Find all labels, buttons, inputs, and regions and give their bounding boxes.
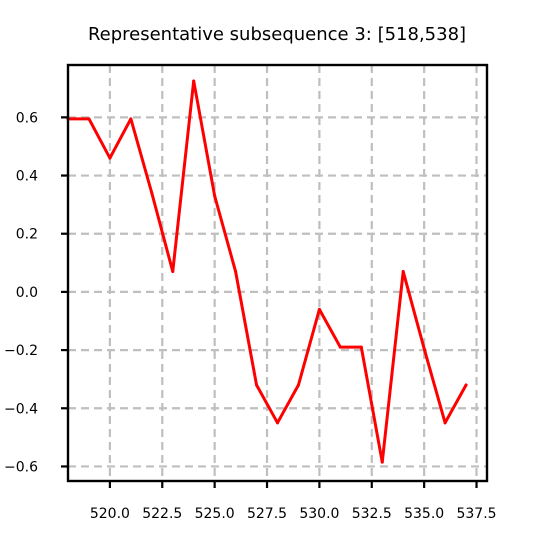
data-point xyxy=(443,421,447,425)
data-point xyxy=(422,347,426,351)
y-tick-label: 0.2 xyxy=(16,227,38,243)
x-tick-label: 532.5 xyxy=(352,506,392,522)
axes-frame xyxy=(66,63,489,483)
y-tick-label: −0.4 xyxy=(4,401,38,417)
y-tick-label: 0.0 xyxy=(16,285,38,301)
data-point xyxy=(87,117,91,121)
x-tick-label: 525.0 xyxy=(195,506,235,522)
data-point xyxy=(338,345,342,349)
x-axis: 520.0 522.5 525.0 527.5 530.0 532.5 535.0 537.5 xyxy=(90,481,497,522)
data-point xyxy=(317,307,321,311)
x-tick-label: 527.5 xyxy=(247,506,287,522)
data-point xyxy=(108,156,112,160)
data-point xyxy=(359,345,363,349)
data-point xyxy=(380,460,384,464)
y-tick-label: 0.4 xyxy=(16,169,38,185)
data-point xyxy=(171,270,175,274)
y-axis: −0.6 −0.4 −0.2 0.0 0.2 0.4 0.6 xyxy=(4,110,68,475)
data-point xyxy=(129,117,133,121)
x-tick-label: 530.0 xyxy=(299,506,339,522)
data-point xyxy=(296,383,300,387)
data-point xyxy=(234,270,238,274)
data-point xyxy=(276,421,279,425)
data-point xyxy=(255,383,259,387)
x-tick-label: 537.5 xyxy=(456,506,496,522)
grid-lines xyxy=(68,65,487,481)
x-tick-label: 522.5 xyxy=(142,506,182,522)
chart-title: Representative subsequence 3: [518,538] xyxy=(88,24,466,45)
plot-frame xyxy=(66,63,489,483)
x-tick-label: 520.0 xyxy=(90,506,130,522)
y-tick-label: 0.6 xyxy=(16,110,38,126)
data-point xyxy=(401,270,405,274)
y-tick-label: −0.6 xyxy=(4,459,38,475)
y-tick-label: −0.2 xyxy=(4,343,38,359)
data-point xyxy=(464,383,468,387)
x-tick-label: 535.0 xyxy=(404,506,444,522)
data-point xyxy=(150,191,154,195)
series-line-1 xyxy=(66,79,468,464)
data-point xyxy=(192,79,196,83)
data-point xyxy=(213,194,217,198)
